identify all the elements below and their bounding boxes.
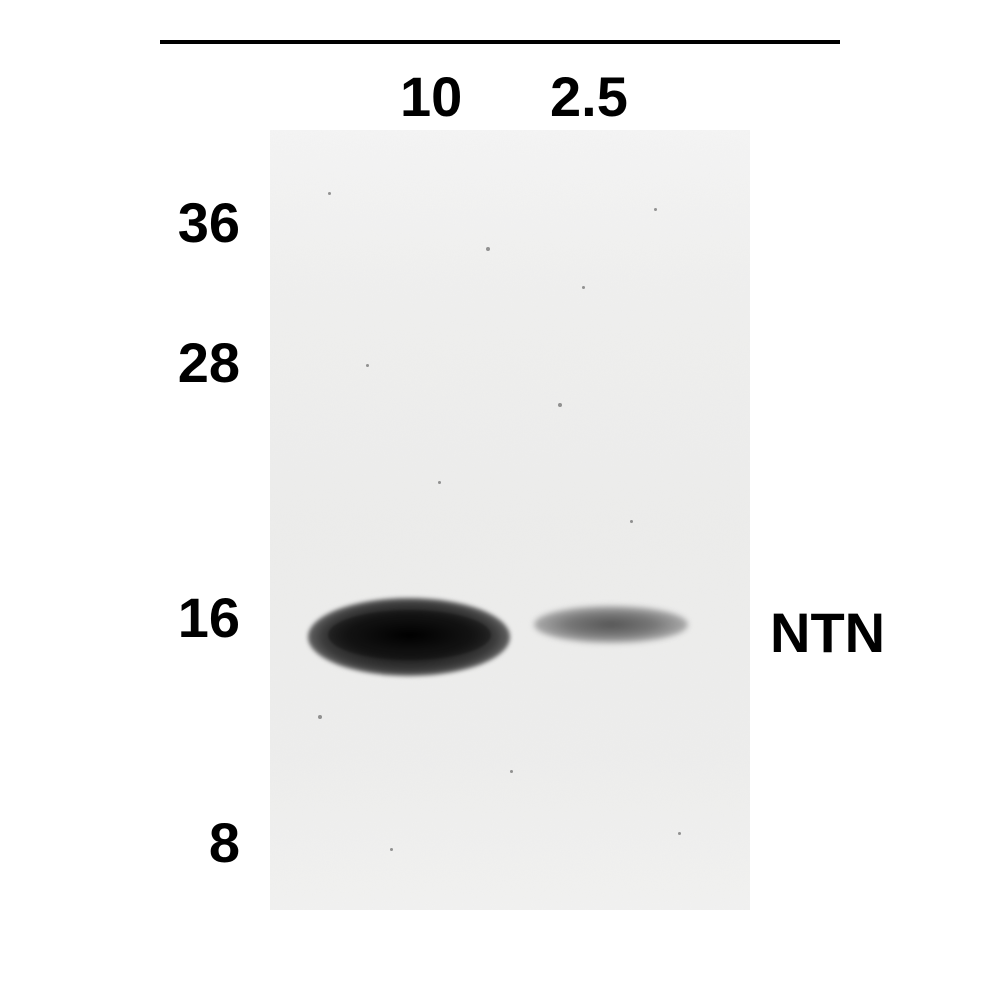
- marker-8: 8: [180, 810, 240, 875]
- lane-label-2: 2.5: [550, 64, 628, 129]
- lane-label-1: 10: [400, 64, 462, 129]
- speck: [318, 715, 322, 719]
- speck: [390, 848, 393, 851]
- speck: [678, 832, 681, 835]
- speck: [438, 481, 441, 484]
- speck: [486, 247, 490, 251]
- marker-28: 28: [150, 330, 240, 395]
- band-lane1-core: [328, 610, 491, 661]
- speck: [630, 520, 633, 523]
- figure-top-rule: [160, 40, 840, 44]
- marker-16: 16: [150, 585, 240, 650]
- speck: [582, 286, 585, 289]
- speck: [510, 770, 513, 773]
- marker-36: 36: [150, 190, 240, 255]
- band-annotation-ntn: NTN: [770, 600, 885, 665]
- speck: [366, 364, 369, 367]
- band-lane2-ntn: [534, 606, 688, 643]
- blot-noise-texture: [270, 130, 750, 910]
- blot-membrane: [270, 130, 750, 910]
- western-blot-figure: 10 2.5 36 28 16 8 NTN: [100, 40, 900, 940]
- speck: [654, 208, 657, 211]
- speck: [558, 403, 562, 407]
